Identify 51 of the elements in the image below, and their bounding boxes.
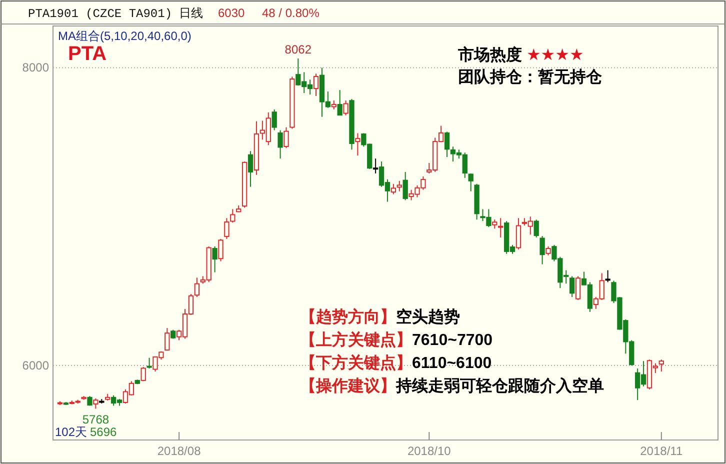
annotation: 102天 (55, 425, 88, 439)
candlestick (468, 172, 474, 192)
candlestick (194, 277, 200, 298)
annotation: 【上方关键点】7610~7700 (300, 330, 493, 349)
candlestick (284, 126, 289, 149)
y-tick-label: 8000 (22, 60, 50, 75)
candlestick (343, 100, 348, 116)
x-tick-label: 2018/10 (407, 444, 452, 458)
candlestick (313, 73, 319, 96)
annotation: 【操作建议】持续走弱可轻仓跟随介入空单 (300, 377, 604, 395)
candlestick (372, 158, 378, 174)
annotation: 5768 (82, 412, 110, 427)
candlestick (444, 131, 450, 158)
annotation: 市场热度 ★★★★ (457, 45, 584, 64)
candlestick (516, 218, 522, 250)
candlestick (337, 90, 342, 116)
candlestick (390, 183, 396, 195)
y-tick-label: 6000 (22, 358, 50, 373)
candlestick (605, 270, 610, 283)
candlestick (396, 180, 402, 192)
annotation: 5696 (90, 425, 118, 439)
annotation: 【下方关键点】6110~6100 (300, 353, 492, 372)
candlestick (498, 218, 504, 238)
x-tick-label: 2018/11 (640, 444, 683, 458)
candlestick (272, 108, 277, 131)
candlestick (355, 132, 360, 156)
annotation: 【趋势方向】空头趋势 (300, 307, 460, 326)
candlestick (402, 171, 408, 201)
candlestick (575, 276, 581, 301)
annotation: MA组合(5,10,20,40,60,0) (58, 29, 192, 43)
candlestick (218, 238, 224, 262)
candlestick (140, 366, 146, 382)
candlestick (230, 208, 236, 224)
candlestick (534, 219, 539, 238)
text: PTA1901 (CZCE TA901) 日线 (28, 7, 204, 21)
text: PTA (68, 43, 107, 65)
candlestick (93, 398, 98, 410)
candlestick (658, 359, 664, 372)
annotation: 团队持仓：暂无持仓 (458, 68, 603, 86)
x-tick-label: 2018/08 (157, 444, 202, 458)
candlestick (248, 150, 254, 188)
candlestick (540, 235, 545, 265)
candlestick (212, 246, 218, 273)
candlestick (224, 218, 230, 240)
candlestick (278, 130, 283, 160)
candlestick (146, 357, 152, 370)
text: 6030 (218, 6, 246, 20)
annotation: 8062 (284, 42, 312, 56)
text: 48 / 0.80% (262, 6, 320, 20)
candlestick (569, 276, 575, 298)
candlestick (164, 328, 170, 352)
